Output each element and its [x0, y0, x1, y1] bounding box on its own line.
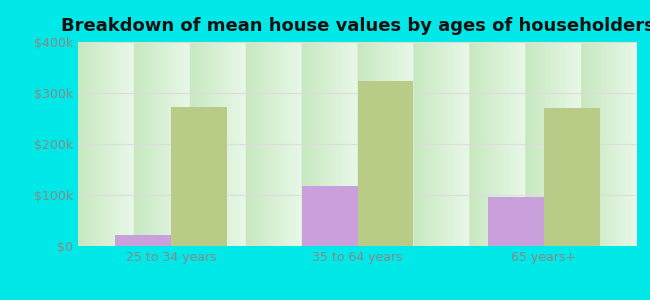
Bar	[544, 108, 600, 246]
Bar	[358, 81, 413, 246]
Bar	[488, 196, 544, 246]
Bar	[302, 186, 358, 246]
Title: Breakdown of mean house values by ages of householders: Breakdown of mean house values by ages o…	[60, 17, 650, 35]
Bar	[171, 107, 227, 246]
Bar	[115, 235, 171, 246]
